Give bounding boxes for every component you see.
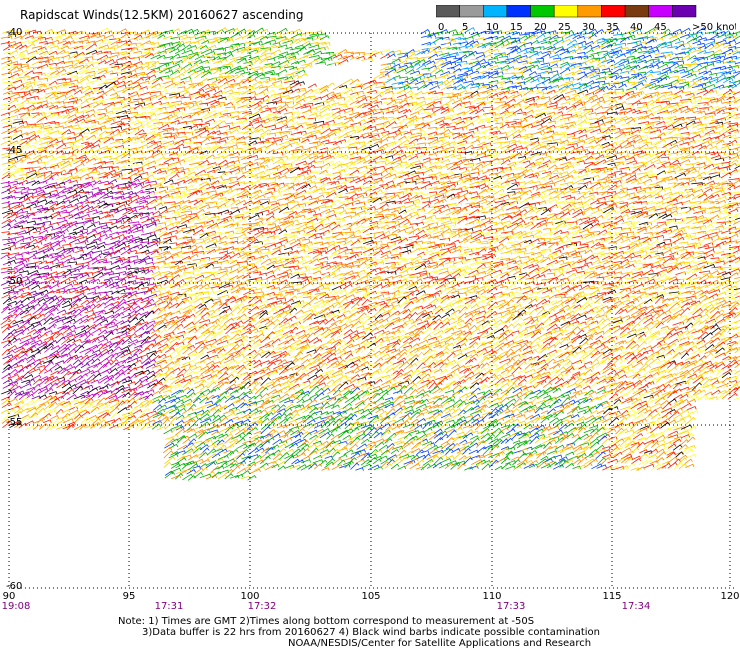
time-label-3: 17:32 (247, 601, 277, 612)
legend-swatch (459, 5, 484, 18)
legend-tick-label: 0 (438, 22, 444, 33)
legend-tick-label: 10 (486, 22, 499, 33)
time-label-1: 19:08 (1, 601, 31, 612)
time-label-5: 17:34 (621, 601, 651, 612)
grid-lines (8, 32, 737, 589)
lat-label-50: -50 (6, 276, 23, 287)
legend-tick-label: 20 (534, 22, 547, 33)
footnotes: Note: 1) Times are GMT 2)Times along bot… (118, 616, 600, 649)
lon-label-115: 115 (602, 591, 622, 602)
lon-label-90: 90 (2, 591, 16, 602)
legend-tick-label: 30 (582, 22, 595, 33)
legend-tick-label: >50 knots (692, 22, 736, 33)
legend-swatch (624, 5, 649, 18)
legend-swatch (553, 5, 579, 18)
map-title: Rapidscat Winds(12.5KM) 20160627 ascendi… (20, 8, 304, 22)
lon-label-95: 95 (122, 591, 136, 602)
legend-tick-label: 25 (558, 22, 571, 33)
lat-label-55: -55 (6, 417, 23, 428)
legend-swatch (436, 5, 460, 18)
legend-swatch (648, 5, 673, 18)
legend-tick-label: 35 (606, 22, 619, 33)
note-line-3: NOAA/NESDIS/Center for Satellite Applica… (288, 638, 592, 649)
color-legend: 0 5 10 15 20 25 30 35 40 45 >50 knots (436, 5, 736, 33)
lon-label-100: 100 (240, 591, 260, 602)
lon-label-110: 110 (482, 591, 502, 602)
note-line-1: Note: 1) Times are GMT 2)Times along bot… (118, 616, 535, 627)
lon-label-105: 105 (361, 591, 381, 602)
legend-swatch (601, 5, 626, 18)
time-label-2: 17:31 (154, 601, 184, 612)
legend-tick-label: 15 (510, 22, 523, 33)
legend-tick-label: 5 (462, 22, 468, 33)
legend-swatch (672, 5, 697, 18)
lat-label-60: -60 (6, 581, 23, 592)
legend-tick-label: 45 (654, 22, 667, 33)
note-line-2: 3)Data buffer is 22 hrs from 20160627 4)… (142, 627, 600, 638)
legend-tick-label: 40 (630, 22, 643, 33)
legend-swatch (577, 5, 602, 18)
legend-swatch (483, 5, 508, 18)
legend-swatch (506, 5, 531, 18)
legend-swatch (530, 5, 555, 18)
time-label-4: 17:33 (496, 601, 526, 612)
wind-swath-layer (0, 27, 740, 481)
lat-label-40: -40 (6, 27, 23, 38)
lat-label-45: -45 (6, 145, 23, 156)
lon-label-120: 120 (720, 591, 740, 602)
